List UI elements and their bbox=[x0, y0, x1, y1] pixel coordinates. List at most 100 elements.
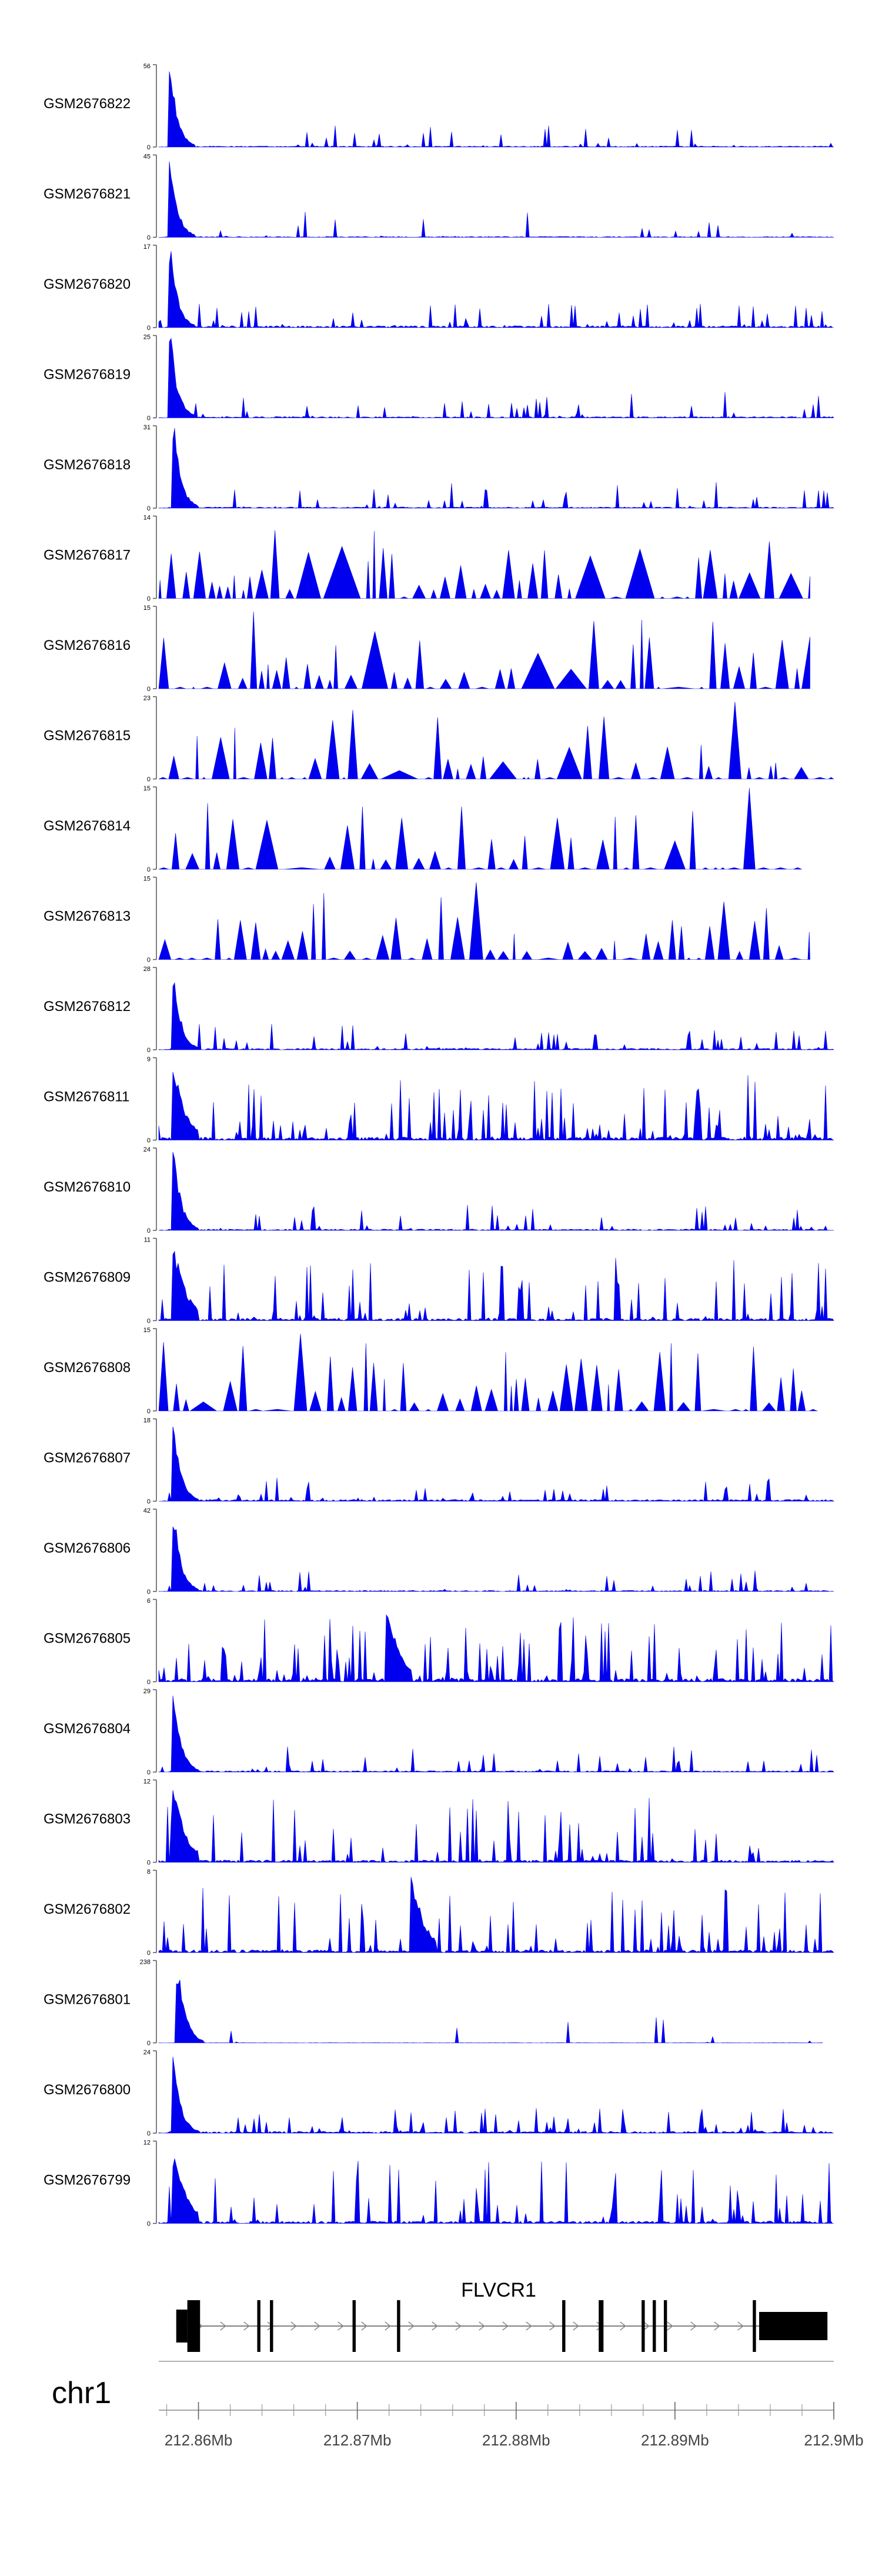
track-label: GSM2676806 bbox=[44, 1540, 131, 1556]
axis-tick-label: 212.88Mb bbox=[482, 2431, 550, 2449]
track-GSM2676799: GSM2676799 12 0 bbox=[44, 2140, 834, 2228]
track-GSM2676803: GSM2676803 12 0 bbox=[44, 1778, 834, 1867]
track-y-min-label: 0 bbox=[147, 1769, 151, 1776]
track-y-min-label: 0 bbox=[147, 1860, 151, 1867]
track-label: GSM2676818 bbox=[44, 457, 131, 473]
strand-arrow bbox=[385, 2321, 391, 2331]
track-label: GSM2676822 bbox=[44, 96, 131, 112]
coverage-area bbox=[158, 428, 834, 509]
genome-axis: chr1 212.86Mb 212.87Mb 212.88Mb 212.89Mb 212… bbox=[52, 2361, 864, 2449]
track-GSM2676814: GSM2676814 15 0 bbox=[44, 785, 802, 873]
track-y-max-label: 24 bbox=[143, 2049, 151, 2056]
track-y-min-label: 0 bbox=[147, 1679, 151, 1686]
track-GSM2676811: GSM2676811 9 0 bbox=[44, 1056, 834, 1144]
coverage-area bbox=[158, 1614, 835, 1683]
coverage-area bbox=[158, 1072, 834, 1141]
track-y-max-label: 29 bbox=[143, 1688, 151, 1695]
exon bbox=[270, 2300, 273, 2352]
coverage-area bbox=[158, 2056, 834, 2134]
track-y-max-label: 25 bbox=[143, 334, 151, 341]
track-GSM2676807: GSM2676807 18 0 bbox=[44, 1417, 835, 1506]
track-GSM2676808: GSM2676808 15 0 bbox=[44, 1327, 818, 1415]
gene-model: FLVCR1 bbox=[176, 2279, 828, 2352]
axis-tick-label: 212.86Mb bbox=[165, 2431, 233, 2449]
exon bbox=[187, 2300, 201, 2352]
track-y-min-label: 0 bbox=[147, 2040, 151, 2047]
exon bbox=[562, 2300, 566, 2352]
strand-arrow bbox=[526, 2321, 532, 2331]
track-y-min-label: 0 bbox=[147, 866, 151, 873]
track-y-max-label: 17 bbox=[143, 243, 151, 251]
track-GSM2676816: GSM2676816 15 0 bbox=[44, 605, 810, 693]
track-label: GSM2676807 bbox=[44, 1450, 131, 1466]
track-y-min-label: 0 bbox=[147, 1227, 151, 1234]
track-y-max-label: 15 bbox=[143, 785, 151, 792]
track-label: GSM2676805 bbox=[44, 1631, 131, 1647]
track-label: GSM2676810 bbox=[44, 1179, 131, 1195]
track-y-max-label: 15 bbox=[143, 876, 151, 883]
track-y-max-label: 42 bbox=[143, 1507, 151, 1514]
strand-arrow bbox=[502, 2321, 509, 2331]
exon bbox=[753, 2300, 756, 2352]
track-y-max-label: 15 bbox=[143, 605, 151, 612]
track-label: GSM2676814 bbox=[44, 818, 131, 834]
track-label: GSM2676799 bbox=[44, 2173, 131, 2188]
track-y-min-label: 0 bbox=[147, 957, 151, 964]
track-y-min-label: 0 bbox=[147, 1408, 151, 1415]
track-label: GSM2676802 bbox=[44, 1901, 131, 1917]
exon bbox=[759, 2312, 828, 2340]
strand-arrow bbox=[243, 2321, 250, 2331]
exon bbox=[257, 2300, 260, 2352]
coverage-area bbox=[158, 982, 835, 1050]
coverage-area bbox=[158, 611, 810, 689]
axis-tick-label: 212.89Mb bbox=[641, 2431, 709, 2449]
track-y-max-label: 15 bbox=[143, 1327, 151, 1334]
track-y-max-label: 45 bbox=[143, 154, 151, 161]
strand-arrow bbox=[455, 2321, 462, 2331]
strand-arrow bbox=[667, 2321, 673, 2331]
coverage-area bbox=[158, 251, 834, 328]
track-y-max-label: 8 bbox=[147, 1868, 151, 1876]
coverage-area bbox=[158, 1696, 834, 1773]
exon bbox=[176, 2310, 188, 2343]
track-label: GSM2676816 bbox=[44, 638, 131, 653]
coverage-area bbox=[158, 1152, 834, 1231]
strand-arrow bbox=[690, 2321, 697, 2331]
coverage-area bbox=[158, 1980, 823, 2043]
coverage-tracks: GSM2676822560GSM2676821450GSM2676820170G… bbox=[44, 63, 835, 2228]
track-GSM2676801: GSM2676801 238 0 bbox=[44, 1959, 823, 2047]
track-y-min-label: 0 bbox=[147, 505, 151, 512]
track-label: GSM2676803 bbox=[44, 1811, 131, 1827]
exon bbox=[653, 2300, 656, 2352]
track-label: GSM2676809 bbox=[44, 1270, 131, 1286]
track-GSM2676800: GSM2676800 24 0 bbox=[44, 2049, 834, 2137]
track-label: GSM2676819 bbox=[44, 367, 131, 383]
track-y-max-label: 9 bbox=[147, 1056, 151, 1063]
track-label: GSM2676812 bbox=[44, 999, 131, 1015]
strand-arrow bbox=[361, 2321, 368, 2331]
track-GSM2676802: GSM2676802 8 0 bbox=[44, 1868, 834, 1957]
track-y-min-label: 0 bbox=[147, 1499, 151, 1506]
track-GSM2676809: GSM2676809 11 0 bbox=[44, 1237, 834, 1325]
strand-arrow bbox=[479, 2321, 485, 2331]
track-y-min-label: 0 bbox=[147, 1589, 151, 1596]
track-y-max-label: 18 bbox=[143, 1417, 151, 1424]
track-y-max-label: 23 bbox=[143, 695, 151, 702]
track-GSM2676817: GSM2676817 14 0 bbox=[44, 515, 810, 603]
track-y-max-label: 56 bbox=[143, 63, 151, 70]
track-label: GSM2676813 bbox=[44, 909, 131, 925]
strand-arrow bbox=[432, 2321, 438, 2331]
track-label: GSM2676801 bbox=[44, 1992, 131, 2008]
track-y-max-label: 238 bbox=[140, 1959, 151, 1966]
track-y-min-label: 0 bbox=[147, 1318, 151, 1325]
track-GSM2676820: GSM2676820 17 0 bbox=[44, 243, 834, 332]
chromosome-label: chr1 bbox=[52, 2376, 111, 2410]
exon bbox=[599, 2300, 604, 2352]
track-label: GSM2676811 bbox=[44, 1089, 129, 1105]
coverage-area bbox=[158, 1426, 835, 1501]
track-y-max-label: 11 bbox=[144, 1237, 151, 1244]
strand-arrow bbox=[573, 2321, 579, 2331]
coverage-area bbox=[158, 530, 810, 599]
coverage-area bbox=[158, 1526, 834, 1592]
